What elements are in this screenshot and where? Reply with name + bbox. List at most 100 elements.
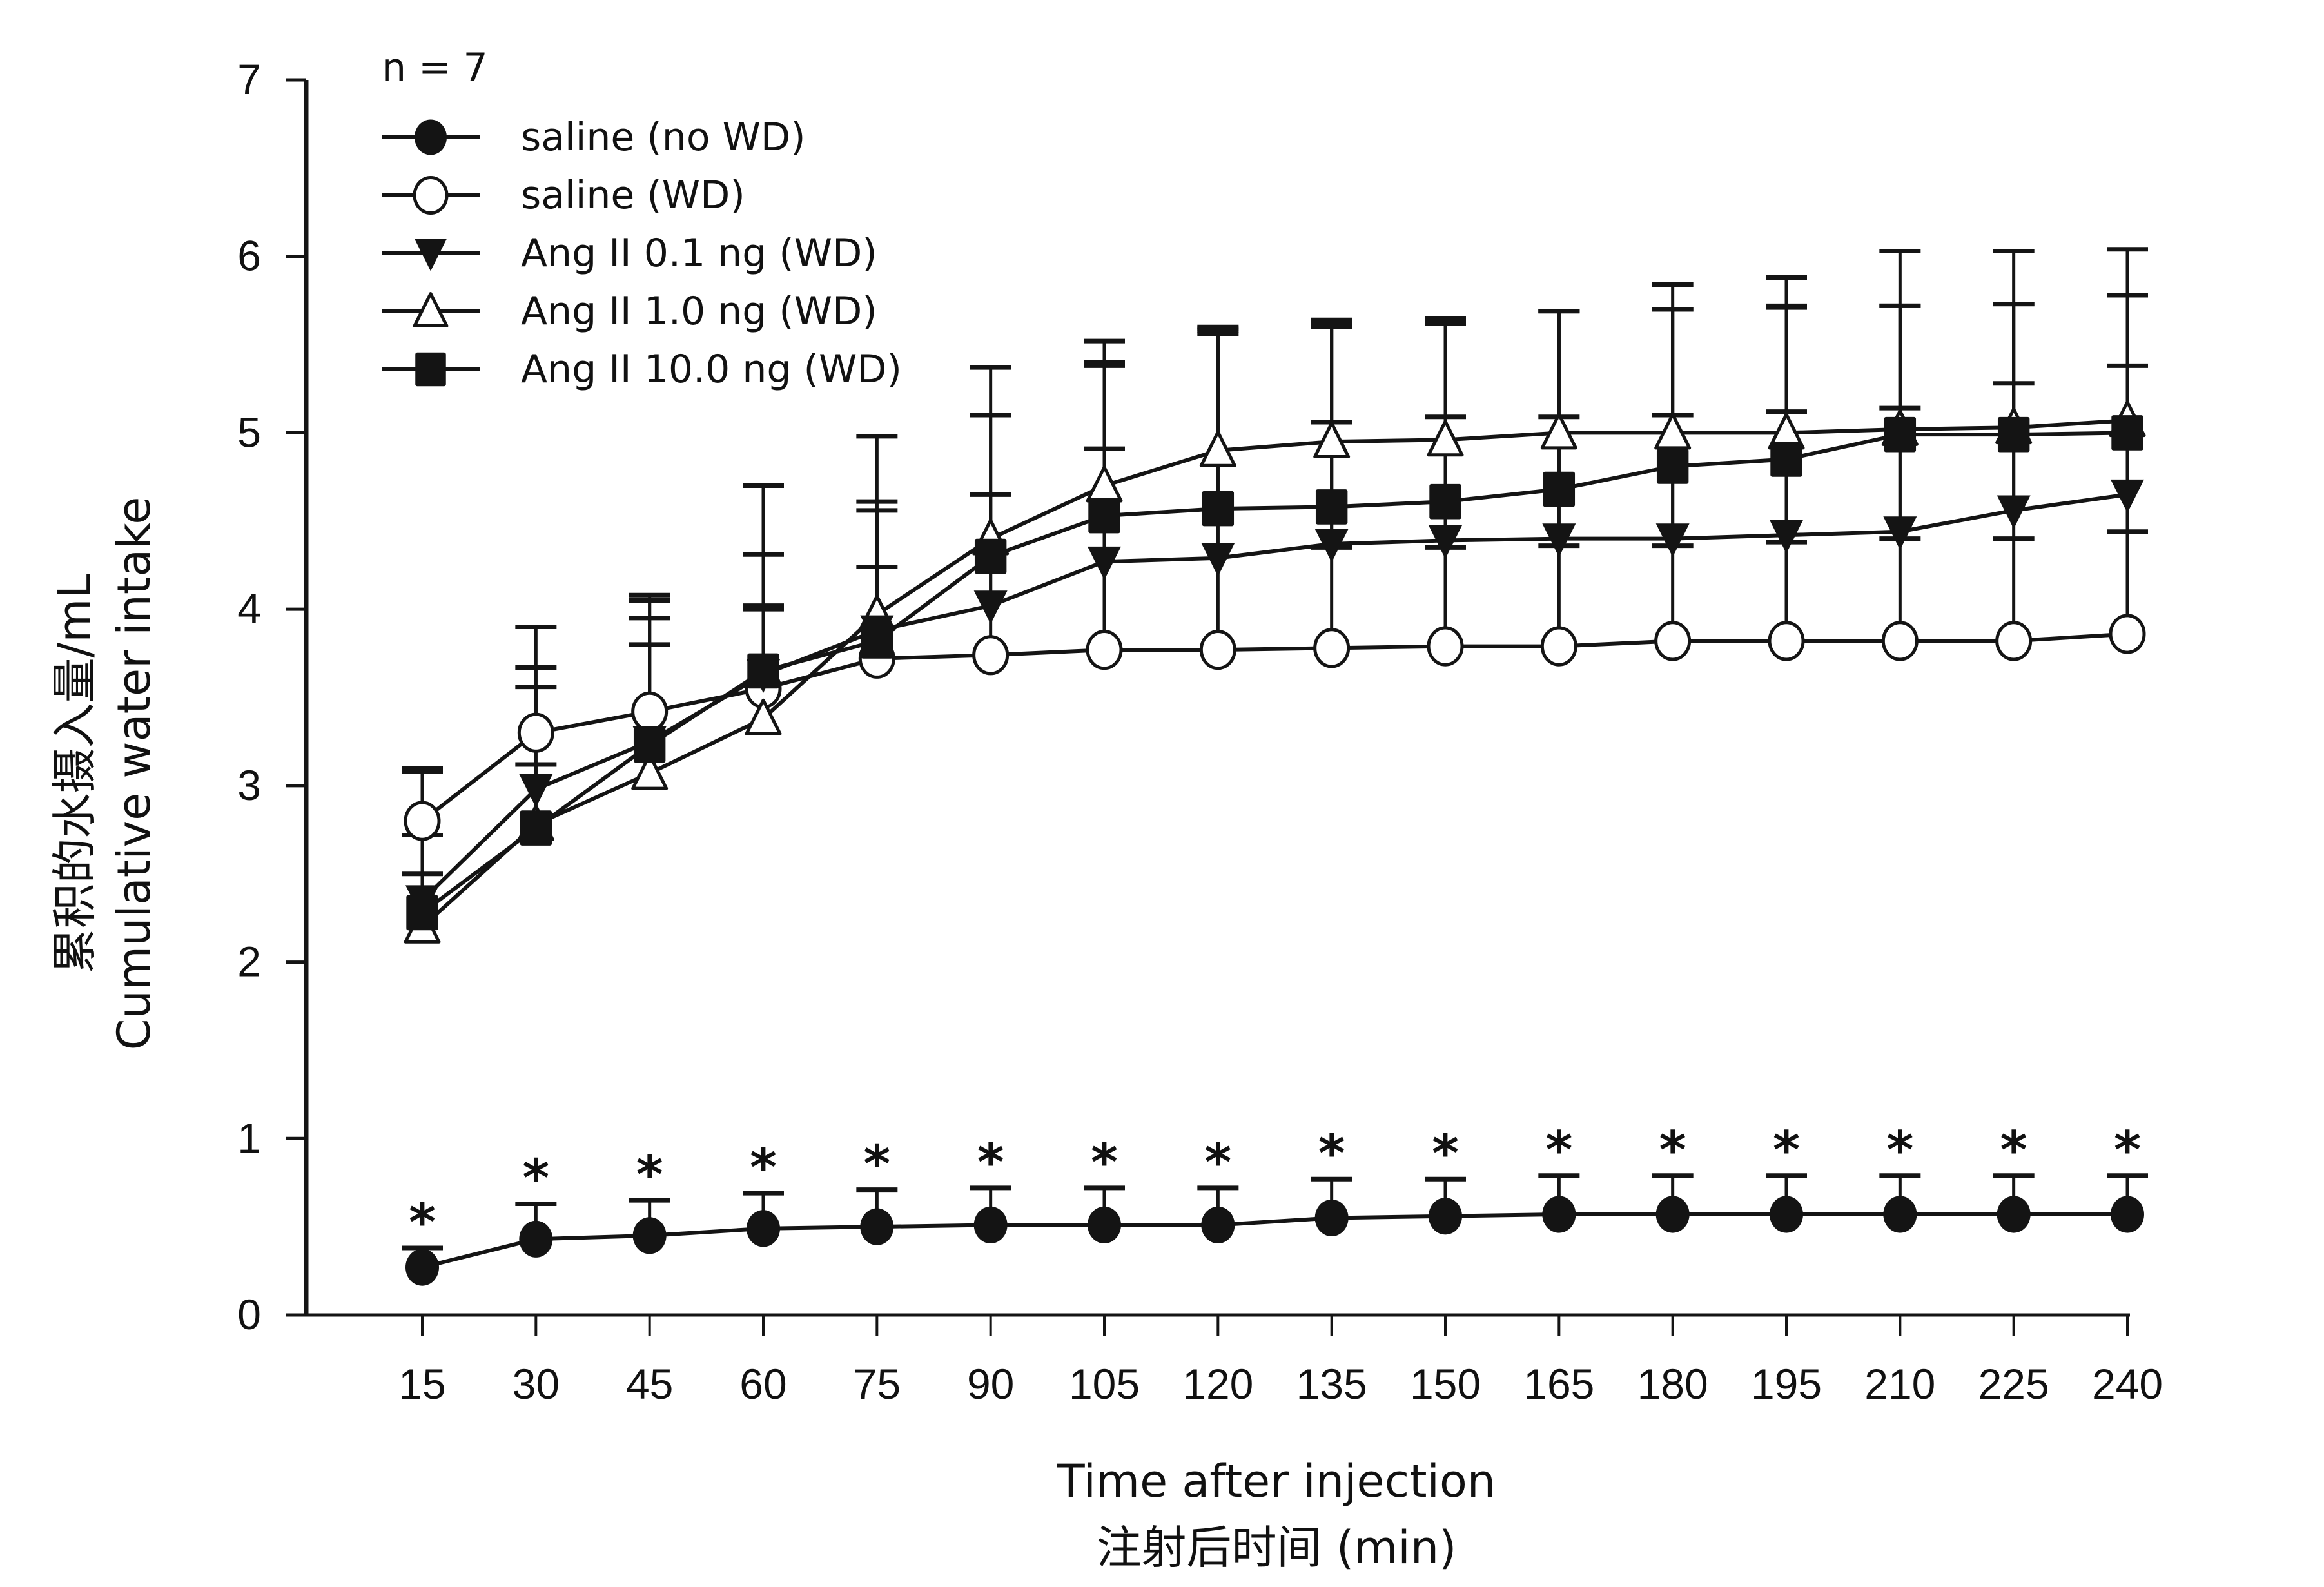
marker-filled-triangle <box>1429 525 1462 559</box>
marker-open-triangle <box>1654 413 1692 450</box>
marker-open-circle <box>1313 628 1351 668</box>
y-tick-label: 3 <box>237 761 261 809</box>
marker-open-circle <box>1540 626 1577 667</box>
marker-filled-square <box>1088 498 1120 534</box>
significance-star: * <box>1432 1124 1459 1183</box>
x-tick-label: 90 <box>967 1360 1014 1408</box>
marker-filled-circle <box>1201 1206 1235 1244</box>
marker-open-triangle <box>1540 413 1577 450</box>
marker-filled-circle <box>860 1208 894 1245</box>
significance-star: * <box>2114 1120 2141 1180</box>
marker-open-circle <box>1654 621 1692 661</box>
marker-filled-square <box>1997 416 2030 453</box>
y-tick-label: 7 <box>237 55 261 103</box>
marker-open-circle <box>413 176 449 215</box>
marker-open-triangle <box>1427 420 1464 457</box>
y-axis-title: Cumulative water intake <box>108 497 161 1051</box>
legend-entry: Ang II 10.0 ng (WD) <box>382 347 902 392</box>
series-line <box>420 492 2128 902</box>
series-line <box>420 418 2128 929</box>
marker-filled-triangle <box>519 774 553 808</box>
marker-filled-triangle <box>1088 546 1121 580</box>
y-tick-label: 6 <box>237 232 261 280</box>
marker-filled-circle <box>1088 1206 1121 1244</box>
marker-open-circle <box>2109 614 2146 654</box>
x-tick-label: 75 <box>854 1360 901 1408</box>
x-tick-label: 45 <box>626 1360 673 1408</box>
marker-filled-square <box>747 653 779 689</box>
marker-open-triangle <box>1313 422 1351 459</box>
x-axis-ticks: 15 30 45 60 75 90 105 120 135 150 165 180 195 210 225 2… <box>398 1315 2163 1408</box>
marker-filled-square <box>520 810 552 846</box>
legend-label: Ang II 1.0 ng (WD) <box>521 289 877 334</box>
significance-star: * <box>2000 1120 2027 1180</box>
marker-filled-triangle <box>1201 543 1235 577</box>
significance-star: * <box>863 1134 890 1194</box>
legend-label: Ang II 0.1 ng (WD) <box>521 231 877 276</box>
marker-open-circle <box>1199 629 1236 670</box>
series-line <box>421 431 2128 915</box>
significance-star: * <box>1886 1120 1913 1180</box>
legend-entry: saline (WD) <box>382 173 745 218</box>
y-tick-label: 5 <box>237 408 261 456</box>
significance-star: * <box>750 1138 777 1198</box>
x-tick-label: 30 <box>513 1360 560 1408</box>
marker-filled-triangle <box>1542 523 1576 558</box>
marker-filled-circle <box>632 1217 667 1254</box>
marker-open-circle <box>972 635 1010 676</box>
error-bars <box>402 247 2148 1268</box>
marker-filled-circle <box>2111 1196 2144 1233</box>
marker-filled-triangle <box>1997 495 2031 529</box>
y-tick-label: 4 <box>237 585 261 632</box>
marker-open-triangle <box>413 292 449 327</box>
marker-filled-circle <box>1429 1198 1462 1235</box>
legend-entry: saline (no WD) <box>382 115 806 160</box>
legend-label: saline (no WD) <box>521 115 806 160</box>
marker-filled-circle <box>415 119 447 155</box>
marker-open-triangle <box>631 753 669 790</box>
y-tick-label: 1 <box>237 1114 261 1162</box>
significance-star: * <box>1204 1133 1231 1193</box>
marker-filled-square <box>2111 415 2143 451</box>
series-line <box>421 632 2128 823</box>
significance-star: * <box>409 1193 436 1252</box>
significance-star: * <box>1545 1120 1572 1180</box>
marker-open-circle <box>1086 629 1123 670</box>
marker-filled-circle <box>519 1220 553 1258</box>
marker-open-triangle <box>745 698 782 735</box>
marker-open-circle <box>1881 621 1919 661</box>
series-line <box>422 1212 2127 1270</box>
x-tick-label: 135 <box>1296 1360 1367 1408</box>
marker-filled-square <box>415 352 446 387</box>
marker-filled-triangle <box>2111 479 2144 513</box>
n-annotation: n = 7 <box>382 45 488 90</box>
x-axis-title-cn: 注射后时间 (min) <box>1097 1521 1457 1574</box>
marker-filled-circle <box>405 1249 439 1286</box>
marker-filled-square <box>1429 483 1461 520</box>
marker-open-circle <box>1427 626 1464 667</box>
significance-star: * <box>977 1133 1004 1193</box>
x-axis-title: Time after injection <box>1057 1455 1496 1508</box>
marker-filled-square <box>1315 489 1348 525</box>
marker-open-circle <box>404 801 441 841</box>
y-axis-title-cn: 累积的水摄入量/mL <box>48 574 101 974</box>
legend: saline (no WD) saline (WD) Ang II 0.1 ng (… <box>382 115 902 392</box>
marker-open-circle <box>1768 621 1805 661</box>
marker-filled-circle <box>973 1206 1008 1244</box>
x-tick-label: 180 <box>1637 1360 1708 1408</box>
significance-star: * <box>522 1149 549 1209</box>
marker-filled-triangle <box>973 590 1008 625</box>
significance-star: * <box>1318 1124 1345 1183</box>
marker-filled-square <box>1656 449 1689 484</box>
y-tick-label: 2 <box>237 938 261 986</box>
x-tick-label: 225 <box>1978 1360 2049 1408</box>
significance-star: * <box>1773 1120 1800 1180</box>
marker-filled-square <box>406 895 438 931</box>
marker-filled-triangle <box>1655 523 1690 558</box>
marker-filled-circle <box>1997 1196 2031 1233</box>
marker-filled-square <box>633 727 666 763</box>
marker-filled-circle <box>1770 1196 1803 1233</box>
marker-filled-circle <box>1655 1196 1690 1233</box>
significance-star: * <box>1091 1133 1118 1193</box>
